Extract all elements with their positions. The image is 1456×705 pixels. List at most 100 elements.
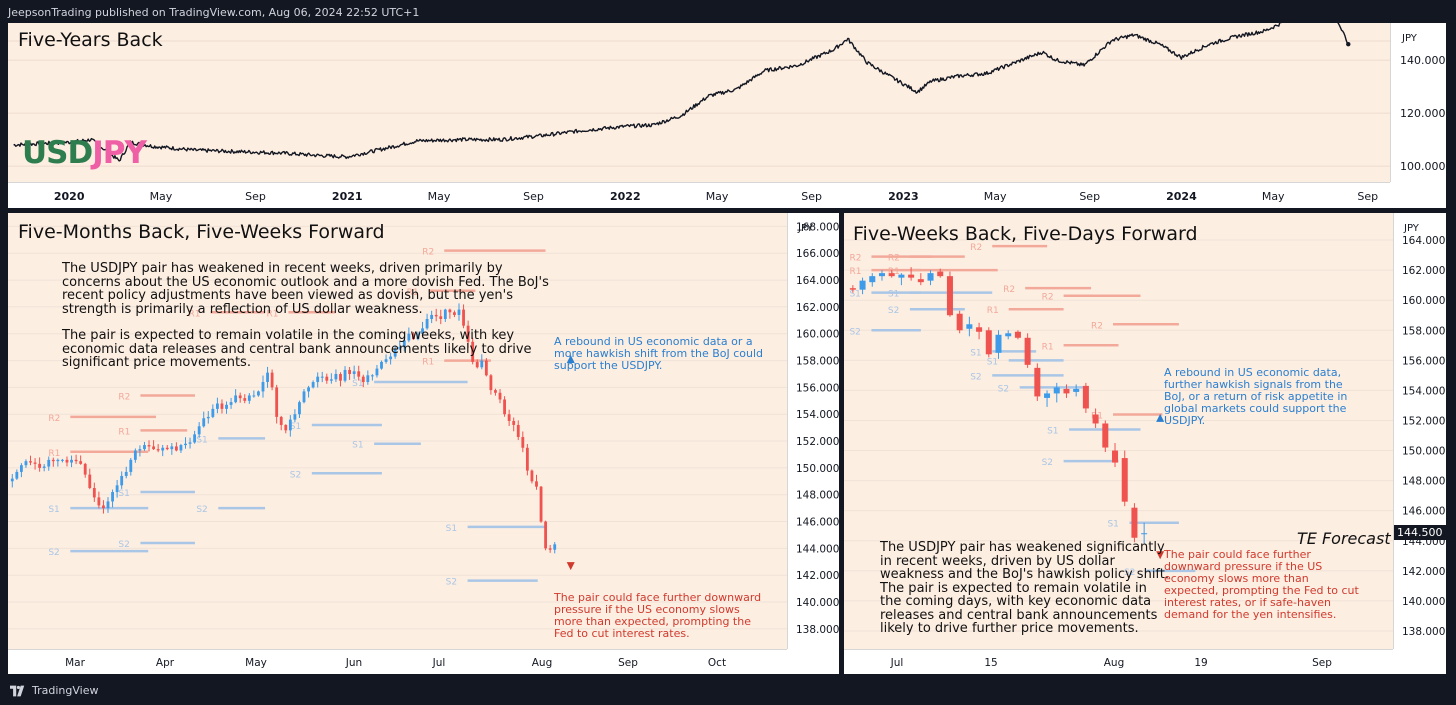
candle	[1053, 387, 1060, 394]
candle	[120, 475, 124, 486]
candle	[92, 488, 96, 498]
candle	[184, 443, 187, 446]
candle	[311, 382, 315, 388]
chart-panel-five-weeks[interactable]: R2R2R2R1R1R2R2R1R2R1R1S1S1S2S2S1S2S1S2S1…	[844, 213, 1446, 674]
candle	[927, 273, 934, 281]
candle	[170, 446, 174, 450]
downside-note: The pair could face further downward pre…	[554, 591, 762, 640]
plot-area[interactable]	[8, 23, 1390, 182]
candle	[165, 447, 169, 450]
price-axis[interactable]	[1393, 213, 1446, 649]
x-tick-label: 2021	[332, 190, 363, 203]
plot-area[interactable]	[8, 213, 787, 649]
candle	[507, 414, 511, 421]
x-tick-label: 15	[984, 657, 997, 669]
time-axis[interactable]	[8, 182, 1390, 208]
candle	[956, 313, 963, 331]
time-axis[interactable]	[844, 649, 1393, 674]
candle	[19, 465, 23, 472]
candle	[1131, 507, 1138, 538]
y-tick-label: 144.000	[796, 543, 839, 555]
candle	[917, 279, 924, 283]
pivot-level-label: S1	[446, 524, 457, 534]
last-price-dot	[1346, 42, 1351, 47]
y-tick-label: 154.000	[1402, 385, 1445, 397]
narrative-paragraph: The pair is expected to remain volatile …	[62, 328, 532, 370]
candle	[398, 347, 402, 349]
candle	[352, 371, 356, 374]
plot-area[interactable]	[844, 213, 1393, 649]
candle	[878, 273, 885, 277]
x-tick-label: Sep	[1079, 190, 1100, 203]
price-axis[interactable]	[787, 213, 839, 649]
y-tick-label: 150.000	[1402, 446, 1445, 458]
pivot-level-label: S1	[118, 489, 129, 499]
pivot-level-label: S2	[849, 327, 860, 337]
downside-arrow	[566, 562, 575, 571]
candle	[985, 330, 992, 355]
pivot-level-label: S1	[290, 422, 301, 432]
candle	[411, 333, 415, 340]
y-tick-label: 140.000	[1402, 596, 1445, 608]
pivot-level-label: R1	[987, 306, 999, 316]
candle	[211, 408, 215, 417]
y-tick-label: 140.000	[1400, 54, 1446, 67]
pivot-level-label: R1	[849, 267, 861, 277]
chart-panel-five-years[interactable]: Five-Years Back USDJPY JPY 100.000 120.000…	[8, 23, 1446, 208]
pivot-level-label: S2	[446, 578, 457, 588]
candle	[402, 340, 406, 348]
candle	[97, 497, 101, 506]
x-tick-label: 19	[1194, 657, 1207, 669]
candle	[156, 449, 160, 451]
candle	[302, 391, 306, 403]
currency-label: JPY	[1401, 33, 1418, 44]
symbol-logo: USDJPY	[22, 135, 147, 171]
downside-arrow	[1156, 551, 1165, 560]
candle	[65, 459, 69, 463]
x-tick-label: Aug	[532, 657, 553, 669]
candle	[908, 274, 915, 278]
x-tick-label: Jun	[345, 657, 362, 669]
y-tick-label: 158.000	[1402, 325, 1445, 337]
downside-note: The pair could face further downward pre…	[1164, 548, 1359, 621]
candle	[115, 485, 119, 493]
x-tick-label: May	[245, 657, 267, 669]
candle	[174, 446, 178, 451]
candle	[61, 459, 64, 461]
candle	[430, 314, 434, 319]
pivot-level-label: S1	[888, 290, 899, 300]
pivot-level-label: R1	[48, 449, 60, 459]
pivot-level-label: S1	[352, 379, 363, 389]
candle	[1082, 385, 1089, 409]
candle	[421, 328, 424, 334]
candle	[1014, 331, 1021, 338]
candle	[539, 486, 543, 522]
usdjpy-price-line	[13, 23, 1349, 162]
candle	[79, 461, 83, 464]
candle	[133, 450, 137, 460]
candle	[215, 403, 219, 409]
candle	[544, 521, 548, 549]
pivot-level-label: S1	[1107, 520, 1118, 530]
y-tick-label: 138.000	[796, 624, 839, 636]
candle	[535, 481, 538, 487]
time-axis[interactable]	[8, 649, 787, 674]
currency-label: JPY	[1403, 223, 1420, 234]
candle	[83, 463, 87, 475]
candle	[512, 420, 516, 425]
candle	[270, 372, 274, 388]
candle	[206, 416, 210, 419]
candle	[266, 372, 269, 383]
candle	[370, 375, 374, 377]
price-axis[interactable]	[1390, 23, 1446, 182]
candle	[375, 368, 379, 376]
x-tick-label: May	[984, 190, 1007, 203]
x-tick-label: May	[150, 190, 173, 203]
pivot-level-label: S2	[998, 384, 1009, 394]
candle	[88, 474, 92, 489]
chart-panel-five-months[interactable]: R2 R1 R1 R1 R1 R2 R2 R1 R1 S1 S1 S1 S1 S2 S1 S1 S2 S1 S2 S2…	[8, 213, 839, 674]
y-tick-label: 160.000	[796, 329, 839, 341]
candle	[1024, 337, 1031, 365]
candle	[343, 369, 347, 381]
candle	[439, 316, 443, 319]
